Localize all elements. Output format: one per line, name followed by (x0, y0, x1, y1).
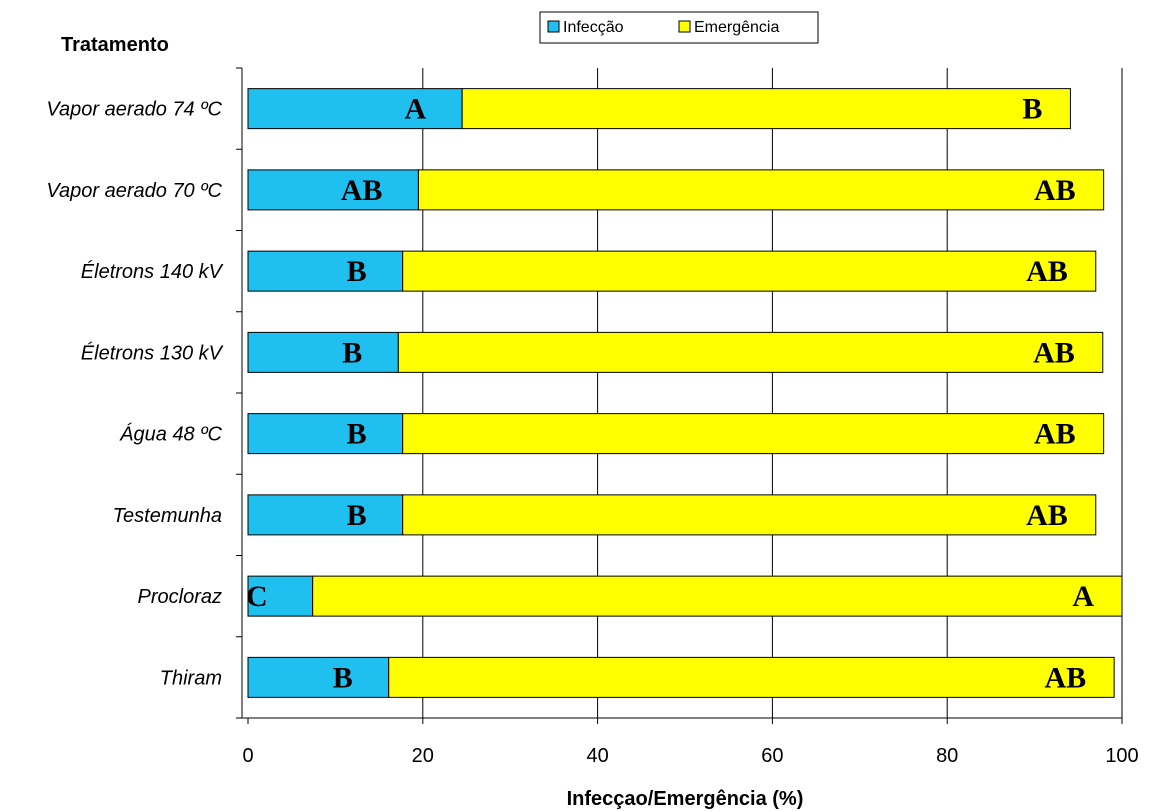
category-label: Életrons 140 kV (81, 260, 224, 283)
bar-infeccao (247, 331, 399, 373)
bar-label-emergencia: AB (1033, 336, 1075, 369)
legend-label-infeccao: Infecção (563, 19, 624, 36)
bar-label-emergencia: A (1072, 580, 1094, 613)
bar-infeccao (247, 250, 404, 292)
category-labels: Vapor aerado 74 ºC Vapor aerado 70 ºC Élet… (46, 99, 223, 690)
bar-label-infeccao: B (347, 418, 367, 451)
axes: 0 20 40 60 80 100 (236, 67, 1139, 767)
bar-infeccao (247, 413, 404, 455)
bar-label-infeccao: B (347, 255, 367, 288)
grid-lines (422, 68, 1123, 718)
x-tick-label: 40 (586, 745, 608, 767)
bar-emergencia (402, 250, 1097, 292)
bar-infeccao (247, 88, 463, 130)
bar-infeccao (247, 656, 390, 698)
bar-emergencia (402, 413, 1105, 455)
y-axis-title: Tratamento (61, 34, 169, 56)
x-tick-label: 20 (412, 745, 434, 767)
bar-label-infeccao: C (246, 580, 268, 613)
x-tick-label: 60 (761, 745, 783, 767)
bar-label-emergencia: AB (1034, 418, 1076, 451)
category-label: Água 48 ºC (119, 423, 222, 446)
bar-label-infeccao: A (404, 93, 426, 126)
bar-label-emergencia: AB (1044, 661, 1086, 694)
x-axis-title: Infecçao/Emergência (%) (567, 788, 804, 810)
category-label: Thiram (160, 667, 222, 689)
category-label: Életrons 130 kV (81, 341, 224, 364)
bar-emergencia (417, 169, 1105, 211)
legend-swatch-infeccao (547, 20, 560, 33)
bar-emergencia (312, 575, 1123, 617)
bar-label-emergencia: AB (1034, 174, 1076, 207)
legend-swatch-emergencia (678, 20, 691, 33)
bar-emergencia (461, 88, 1071, 130)
x-tick-label: 100 (1105, 745, 1138, 767)
x-tick-label: 80 (936, 745, 958, 767)
bar-label-emergencia: AB (1026, 499, 1068, 532)
bar-emergencia (397, 331, 1104, 373)
category-label: Procloraz (138, 586, 222, 608)
bar-label-emergencia: B (1022, 93, 1042, 126)
bar-label-emergencia: AB (1026, 255, 1068, 288)
legend: Infecção Emergência (539, 11, 819, 44)
category-label: Testemunha (113, 505, 222, 527)
bar-emergencia (402, 494, 1097, 536)
bar-infeccao (247, 494, 404, 536)
bar-label-infeccao: B (333, 661, 353, 694)
bar-infeccao (247, 575, 314, 617)
bar-label-infeccao: AB (341, 174, 383, 207)
category-label: Vapor aerado 70 ºC (46, 180, 222, 202)
category-label: Vapor aerado 74 ºC (46, 99, 222, 121)
legend-label-emergencia: Emergência (694, 19, 779, 36)
bar-label-infeccao: B (347, 499, 367, 532)
bar-emergencia (388, 656, 1115, 698)
bar-label-infeccao: B (342, 336, 362, 369)
bar-infeccao (247, 169, 419, 211)
x-tick-label: 0 (242, 745, 253, 767)
bars: A BAB ABB ABB ABB ABB ABC AB AB (246, 88, 1123, 698)
